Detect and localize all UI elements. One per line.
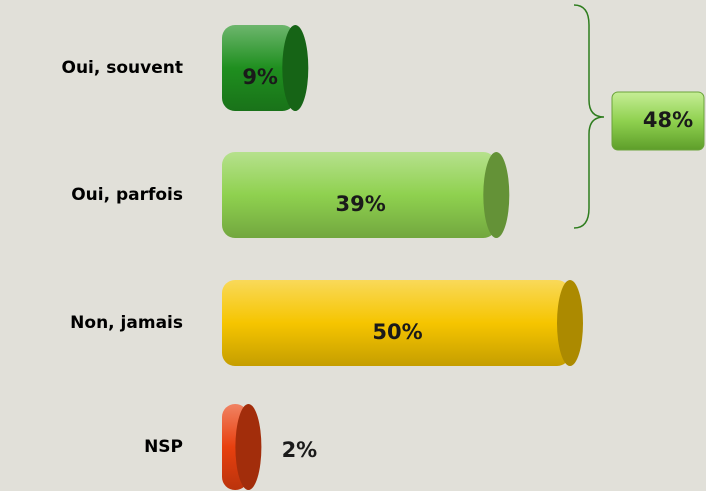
bar-cap bbox=[557, 280, 583, 366]
bracket bbox=[573, 4, 605, 229]
y-tick-label: Oui, parfois bbox=[71, 185, 183, 205]
bar-cap bbox=[282, 25, 309, 111]
value-label: 50% bbox=[372, 320, 422, 344]
y-tick-label: Non, jamais bbox=[70, 313, 183, 333]
y-tick-label: Oui, souvent bbox=[62, 58, 184, 78]
bar-cap bbox=[483, 152, 510, 238]
bar bbox=[222, 25, 296, 111]
value-label: 9% bbox=[242, 65, 278, 89]
bar bbox=[222, 280, 570, 366]
bar bbox=[222, 152, 497, 238]
bracket-box bbox=[611, 91, 705, 151]
bar-cap bbox=[235, 404, 262, 490]
y-tick-label: NSP bbox=[144, 437, 183, 457]
value-label: 39% bbox=[336, 192, 386, 216]
value-label: 2% bbox=[282, 438, 318, 462]
bracket-label: 48% bbox=[643, 108, 693, 132]
